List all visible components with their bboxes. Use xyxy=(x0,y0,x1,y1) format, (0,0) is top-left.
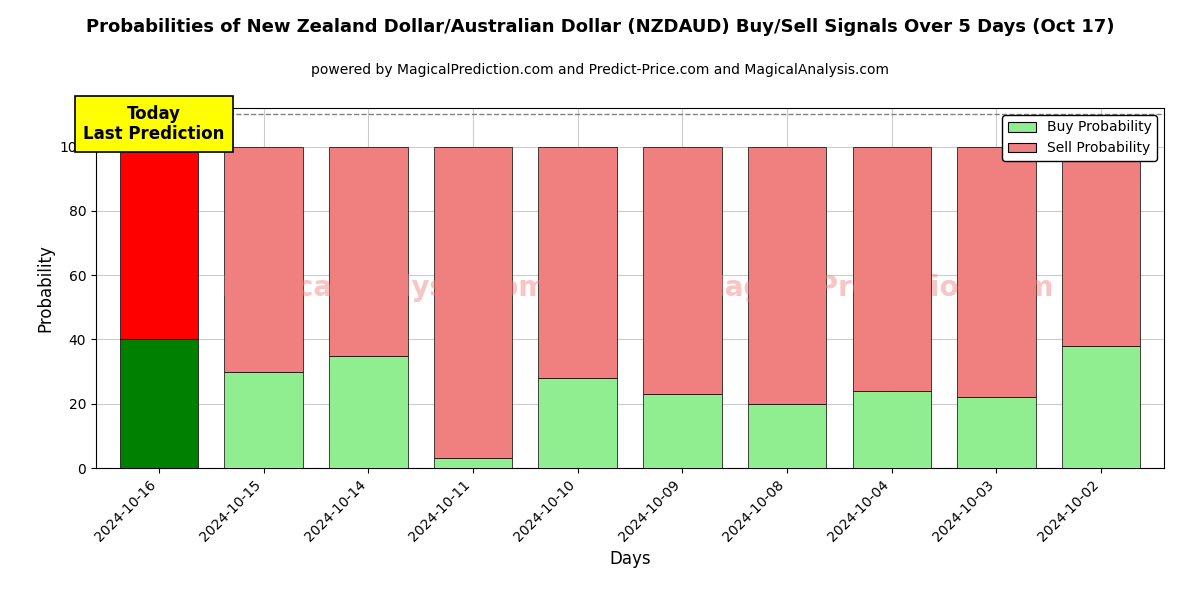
Bar xyxy=(958,397,1036,468)
Text: Today
Last Prediction: Today Last Prediction xyxy=(83,104,224,143)
Bar xyxy=(748,404,827,468)
Bar xyxy=(958,146,1036,397)
Text: MagicalPrediction.com: MagicalPrediction.com xyxy=(697,274,1054,302)
Bar xyxy=(433,146,512,458)
Bar xyxy=(539,146,617,378)
Y-axis label: Probability: Probability xyxy=(36,244,54,332)
Bar xyxy=(329,355,408,468)
Bar xyxy=(329,146,408,355)
Bar xyxy=(1062,346,1140,468)
Bar xyxy=(1062,146,1140,346)
Bar xyxy=(224,371,302,468)
Text: powered by MagicalPrediction.com and Predict-Price.com and MagicalAnalysis.com: powered by MagicalPrediction.com and Pre… xyxy=(311,63,889,77)
Text: Probabilities of New Zealand Dollar/Australian Dollar (NZDAUD) Buy/Sell Signals : Probabilities of New Zealand Dollar/Aust… xyxy=(85,18,1115,36)
Bar xyxy=(120,146,198,340)
Bar xyxy=(852,146,931,391)
Legend: Buy Probability, Sell Probability: Buy Probability, Sell Probability xyxy=(1002,115,1157,161)
X-axis label: Days: Days xyxy=(610,550,650,568)
Bar xyxy=(224,146,302,371)
Bar xyxy=(539,378,617,468)
Bar xyxy=(433,458,512,468)
Bar xyxy=(120,340,198,468)
Bar xyxy=(852,391,931,468)
Bar xyxy=(643,394,721,468)
Bar xyxy=(748,146,827,404)
Bar xyxy=(643,146,721,394)
Text: MagicalAnalysis.com: MagicalAnalysis.com xyxy=(221,274,547,302)
